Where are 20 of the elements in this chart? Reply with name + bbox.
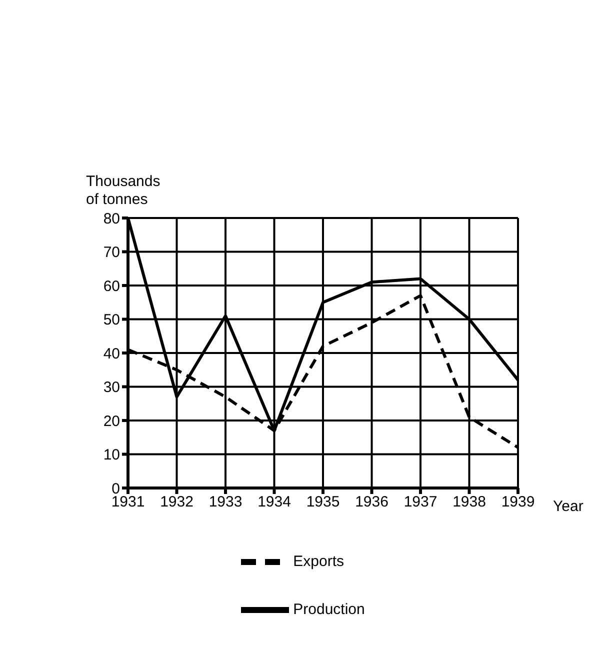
- x-tick-label: 1937: [404, 494, 438, 511]
- y-tick-label: 60: [103, 278, 120, 295]
- x-tick-label: 1932: [160, 494, 194, 511]
- x-tick-label: 1936: [355, 494, 388, 511]
- y-tick-label: 20: [103, 412, 120, 430]
- x-tick-label: 1935: [306, 494, 340, 511]
- y-tick-label: 70: [103, 244, 120, 262]
- y-tick-label: 30: [103, 379, 120, 396]
- x-tick-label: 1938: [452, 494, 486, 511]
- y-tick-label: 10: [103, 446, 120, 464]
- x-tick-label: 1934: [258, 494, 291, 511]
- legend-label: Production: [293, 600, 365, 618]
- x-tick-label: 1939: [501, 494, 535, 511]
- y-tick-label: 40: [103, 345, 120, 362]
- x-axis-title: Year: [553, 498, 584, 515]
- y-tick-label: 50: [103, 312, 120, 329]
- x-tick-label: 1933: [208, 494, 242, 511]
- legend-label: Exports: [293, 552, 344, 570]
- y-axis-title: Thousands of tonnes: [86, 173, 162, 209]
- y-tick-label: 80: [103, 210, 120, 228]
